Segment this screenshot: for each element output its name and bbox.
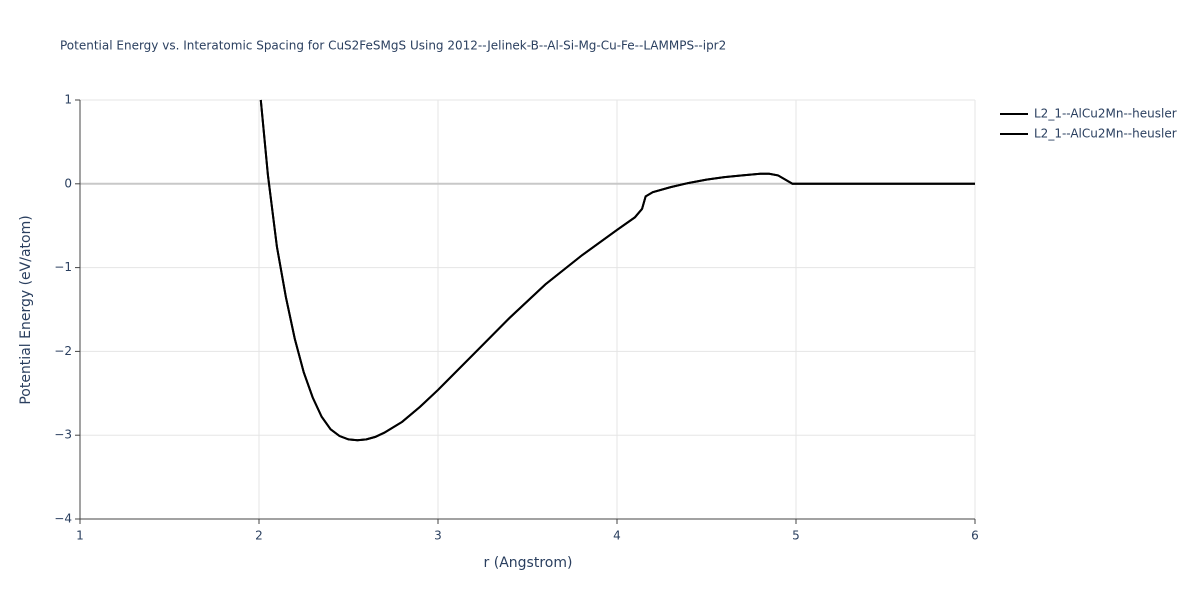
y-tick-label: −2	[54, 344, 72, 358]
y-tick-label: −4	[54, 512, 72, 526]
series-line	[259, 99, 975, 442]
y-tick-label: 1	[64, 93, 72, 107]
y-tick-label: 0	[64, 176, 72, 190]
series-line	[259, 99, 975, 442]
x-tick-label: 4	[613, 529, 621, 543]
x-tick-label: 2	[255, 529, 263, 543]
chart-title: Potential Energy vs. Interatomic Spacing…	[60, 39, 726, 53]
x-tick-label: 1	[76, 529, 84, 543]
x-tick-label: 3	[434, 529, 442, 543]
x-tick-label: 5	[792, 529, 800, 543]
legend-label: L2_1--AlCu2Mn--heusler	[1034, 107, 1177, 121]
y-tick-label: −1	[54, 260, 72, 274]
legend-label: L2_1--AlCu2Mn--heusler	[1034, 127, 1177, 141]
x-axis-title: r (Angstrom)	[484, 555, 573, 571]
y-axis-title: Potential Energy (eV/atom)	[18, 215, 34, 404]
x-tick-label: 6	[971, 529, 979, 543]
y-tick-label: −3	[54, 428, 72, 442]
